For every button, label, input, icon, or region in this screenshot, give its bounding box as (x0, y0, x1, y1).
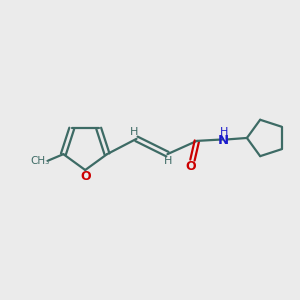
Text: H: H (130, 127, 138, 137)
Text: O: O (80, 170, 91, 183)
Text: N: N (218, 134, 229, 146)
Text: O: O (186, 160, 196, 173)
Text: H: H (220, 127, 228, 137)
Text: CH₃: CH₃ (30, 156, 50, 166)
Text: H: H (164, 156, 172, 166)
